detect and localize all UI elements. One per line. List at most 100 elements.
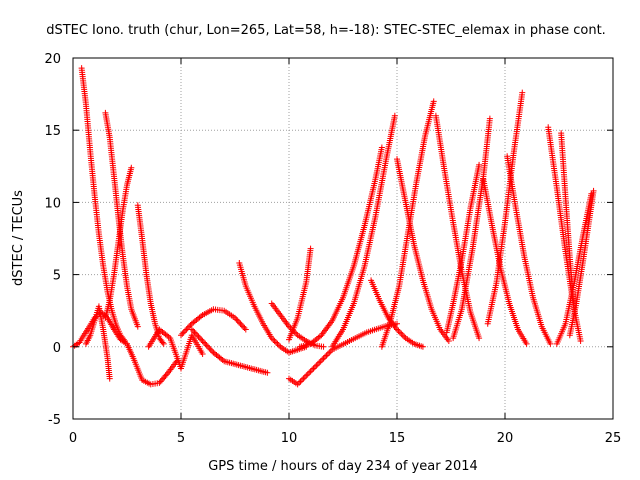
data-point [324,351,331,358]
data-point [317,358,324,365]
data-point [430,98,437,105]
data-point [396,329,403,336]
data-point [486,115,493,122]
data-point [323,352,330,359]
data-point [196,335,203,342]
data-point [286,323,292,330]
data-point [188,326,195,333]
data-point [547,340,554,347]
plot-frame [72,57,614,420]
data-point [445,338,452,345]
data-point [179,330,186,337]
data-point [120,336,127,343]
data-point [198,336,205,343]
y-tick-label: -5 [48,413,61,428]
data-point [186,323,193,330]
data-point [391,112,398,119]
data-point [395,327,402,334]
data-point [274,340,281,347]
y-axis-label: dSTEC / TECUs [11,190,26,286]
data-point [203,342,210,349]
data-point [270,336,277,343]
series-19 [432,112,483,342]
data-point [268,335,275,342]
data-point [192,330,199,337]
data-point [160,340,167,347]
data-point [199,351,206,358]
series-21 [450,115,493,342]
data-point [311,364,318,371]
data-point [199,338,206,345]
data-point [301,374,308,381]
x-tick-label: 15 [389,431,406,446]
series-6 [124,340,180,388]
chart-title: dSTEC Iono. truth (chur, Lon=265, Lat=58… [46,23,606,38]
data-point [523,340,530,347]
data-point [326,349,333,356]
data-point [202,340,209,347]
data-point [307,368,314,375]
series-7 [145,326,206,372]
data-point [309,366,316,373]
series-24 [504,153,554,347]
data-point [394,326,400,333]
data-point [298,377,305,384]
x-tick-label: 10 [281,431,298,446]
data-point [128,164,135,171]
data-point [313,362,320,369]
data-point [237,320,244,327]
x-tick-label: 25 [605,431,622,446]
data-point [242,326,249,333]
data-point [106,375,113,382]
grid [73,58,613,419]
data-point [307,245,314,252]
y-tick-label: 10 [44,196,61,211]
x-tick-label: 20 [497,431,514,446]
data-point [241,325,248,332]
series-8 [178,306,249,339]
y-tick-label: 20 [44,52,61,67]
series-10 [236,260,310,356]
series-28 [566,187,597,339]
data-point [232,314,238,321]
data-point [419,343,426,350]
data-point [320,355,327,362]
series-23 [484,89,526,327]
series-13 [286,245,314,343]
data-point [191,329,198,336]
data-point [322,353,328,360]
data-point [190,327,197,334]
series-11 [268,300,327,350]
data-point [297,378,304,385]
data-point [238,322,245,329]
data-point [296,379,303,386]
data-point [264,369,271,376]
data-point [399,332,406,339]
data-point [207,346,214,353]
series-1 [78,65,128,345]
data-point [183,326,190,333]
data-point [178,332,184,339]
data-point [273,339,280,346]
data-point [134,323,141,330]
data-point [310,365,317,372]
series-15 [329,112,398,350]
data-point [200,339,207,346]
x-tick-label: 0 [69,431,77,446]
series-4 [102,109,141,330]
data-point [206,345,213,352]
data-point [205,343,211,350]
data-point [304,371,311,378]
data-point [476,161,483,168]
data-point [319,356,326,363]
data-point [182,327,189,334]
data-point [234,317,241,324]
x-axis-label: GPS time / hours of day 234 of year 2014 [208,459,478,474]
data-point [327,348,334,355]
data-point [195,333,202,340]
series-3 [102,164,135,321]
series-18 [394,156,452,345]
data-point [187,322,194,329]
data-point [378,144,385,151]
